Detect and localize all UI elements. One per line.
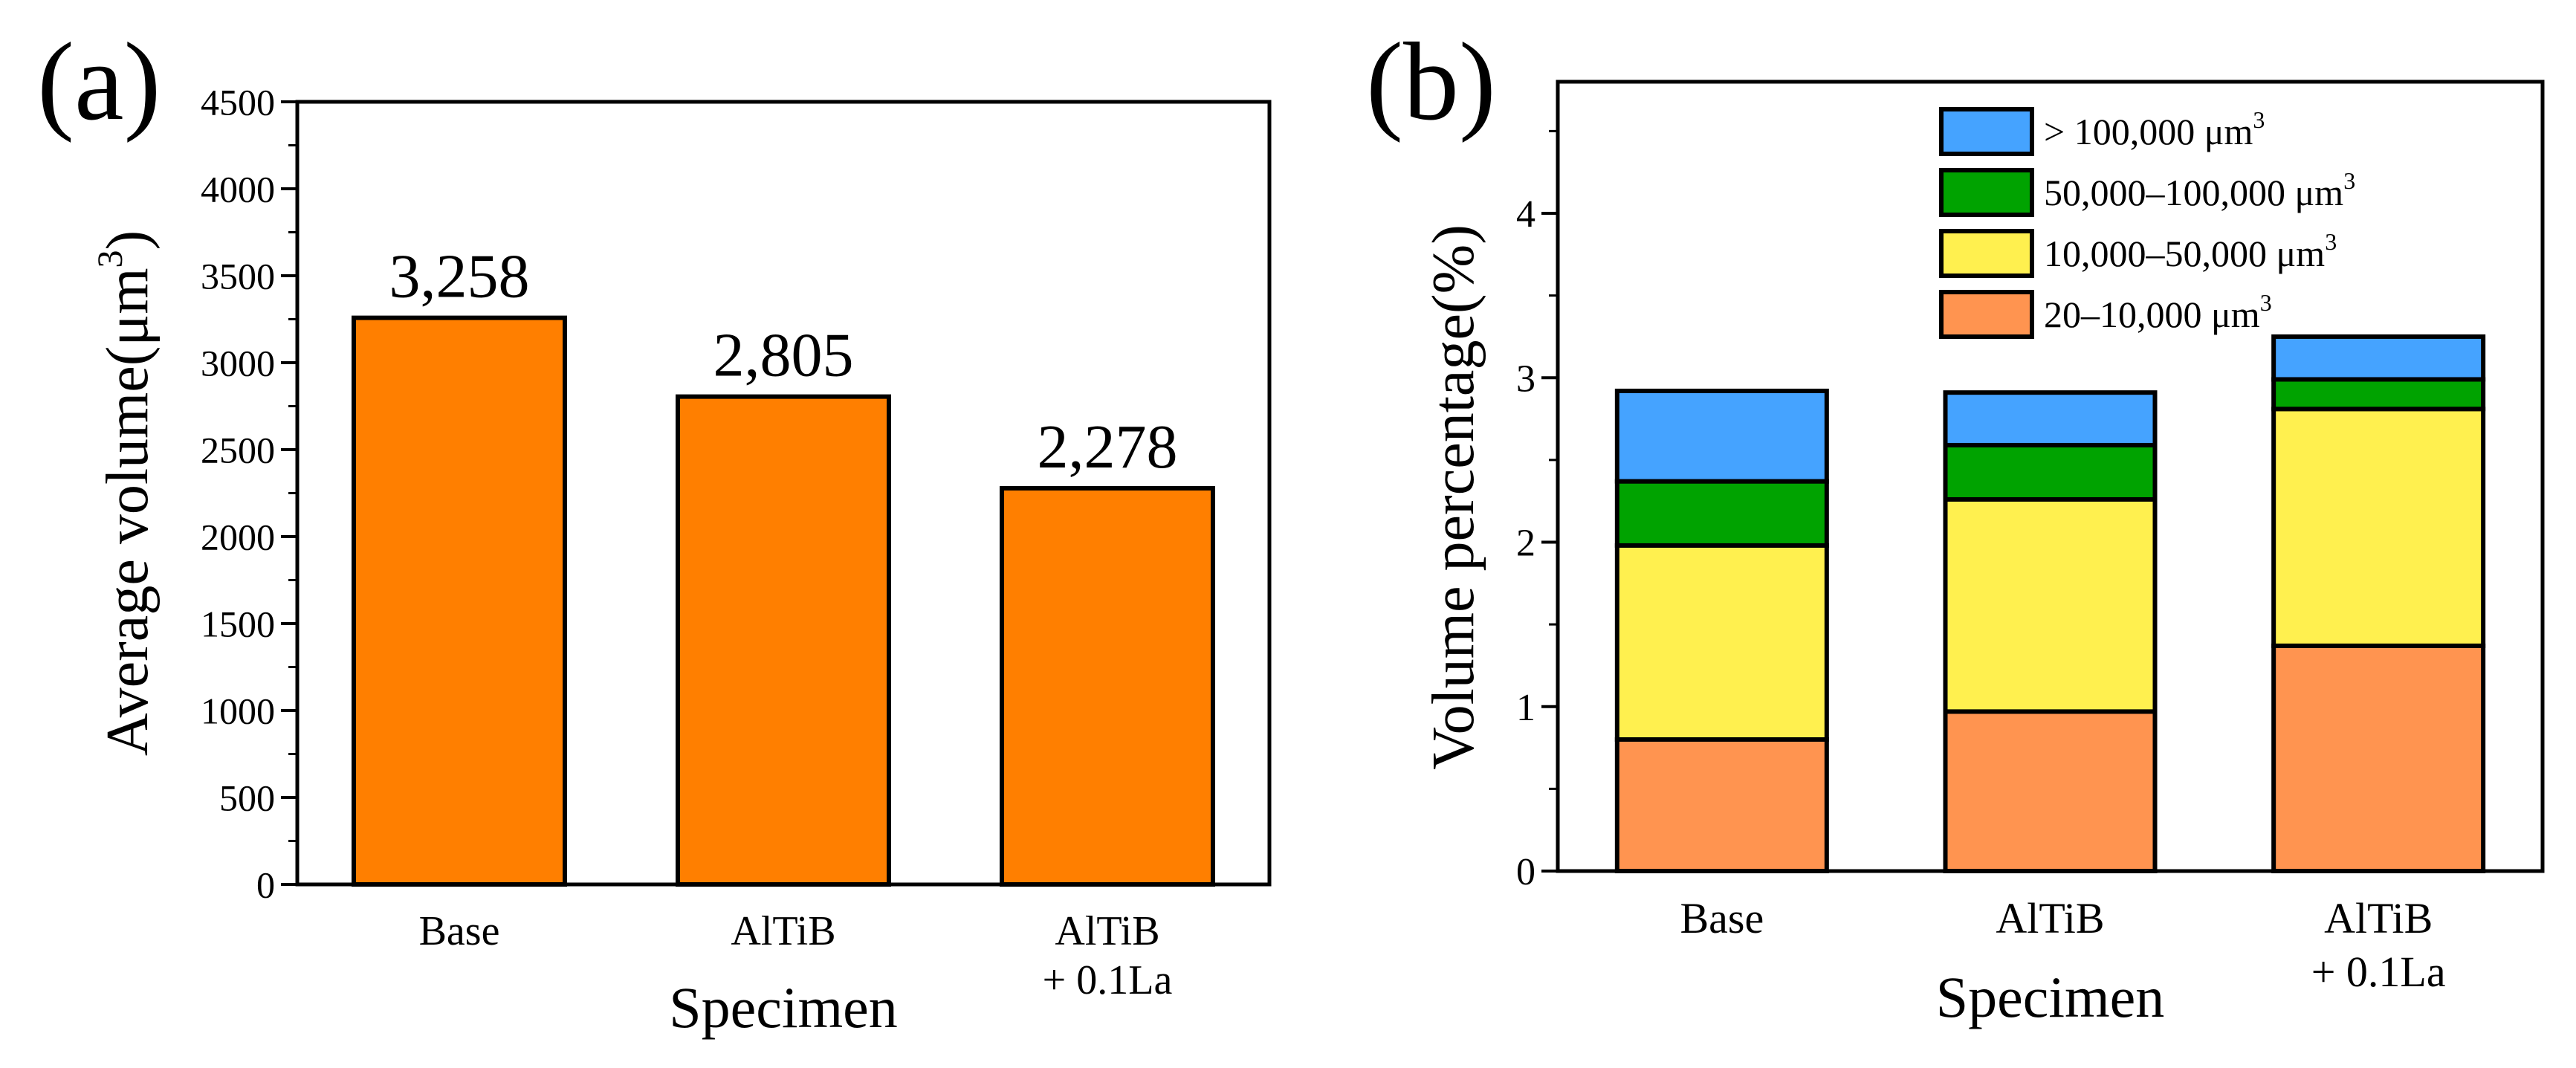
segment-altib-10-000-50-000-m (1943, 496, 2158, 714)
bar-altib (676, 394, 891, 887)
segment-altib-0-1la-20-10-000-m (2271, 643, 2486, 873)
axes-panel-a: 0 500 1000 1500 2000 2500 3000 3500 4000 4500 Base… (201, 82, 1272, 1003)
segment-altib-0-1la-50-000-100-000-m (2271, 377, 2486, 412)
a-y-tick-label: 4000 (201, 169, 275, 210)
panel-label-a: (a) (37, 20, 161, 143)
segment-base-10-000-50-000-m (1614, 543, 1829, 742)
a-y-tick-label: 500 (219, 777, 275, 819)
legend-swatch-20-10-000-m (1939, 290, 2034, 339)
x-tick-label: AlTiB (1996, 894, 2104, 942)
legend-swatch-100-000-m (1939, 107, 2034, 156)
legend-panel-b: > 100,000 μm3 50,000–100,000 μm3 10,000–50… (1939, 106, 2355, 339)
bars-average-volume: 3,258 2,805 2,278 (352, 242, 1215, 887)
data-label-altib: 2,805 (713, 321, 854, 390)
legend-label-20-10-000-m: 20–10,000 μm3 (2044, 289, 2272, 335)
legend-label-10-000-50-000-m: 10,000–50,000 μm3 (2044, 228, 2337, 274)
panel-a-bar-chart: (a) 3,258 2,805 2,278 0 500 1000 1500 2000 2500… (37, 20, 1272, 1040)
segment-base-100-000-m (1614, 388, 1829, 484)
segment-altib-20-10-000-m (1943, 709, 2158, 874)
a-y-tick-label: 0 (256, 864, 275, 906)
a-y-tick-label: 1500 (201, 603, 275, 645)
panel-b-stacked-bar-chart: (b) 0 1 2 3 4 Base AlTiB AlTiB + 0.1La > 100,000… (1366, 20, 2545, 1029)
y-axis-label-a-text: Average volume(μm (95, 268, 161, 756)
bar-altib-0-1la (1000, 485, 1215, 887)
y-axis-label-a-sup: 3 (91, 250, 130, 268)
legend-label-100-000-m: > 100,000 μm3 (2044, 106, 2265, 152)
b-plot-frame (1556, 80, 2545, 873)
a-y-tick-label: 2500 (201, 430, 275, 471)
panel-label-b: (b) (1366, 20, 1496, 143)
b-y-tick-label: 1 (1516, 687, 1535, 729)
legend-label-50-000-100-000-m: 50,000–100,000 μm3 (2044, 167, 2355, 213)
a-y-tick-label: 3500 (201, 256, 275, 297)
x-tick-label: AlTiB (1055, 908, 1159, 954)
legend-swatch-50-000-100-000-m (1939, 168, 2034, 217)
x-tick-label: AlTiB (731, 908, 835, 954)
bar-base (352, 315, 567, 887)
segment-base-20-10-000-m (1614, 737, 1829, 873)
a-y-tick-label: 2000 (201, 517, 275, 558)
x-tick-label: + 0.1La (1043, 957, 1173, 1003)
legend-swatch-10-000-50-000-m (1939, 229, 2034, 278)
b-y-tick-label: 3 (1516, 357, 1535, 400)
b-y-tick-label: 2 (1516, 522, 1535, 565)
y-axis-label-b: Volume percentage(%) (1421, 224, 1486, 770)
x-tick-label: Base (1680, 894, 1764, 942)
segment-altib-50-000-100-000-m (1943, 442, 2158, 502)
a-y-tick-label: 4500 (201, 82, 275, 123)
b-y-tick-label: 4 (1516, 193, 1535, 236)
b-y-tick-label: 0 (1516, 851, 1535, 893)
axes-panel-b: 0 1 2 3 4 Base AlTiB AlTiB + 0.1La (1516, 80, 2545, 996)
y-axis-label-a: Average volume(μm3) (91, 230, 161, 756)
segment-altib-100-000-m (1943, 390, 2158, 447)
a-y-tick-label: 1000 (201, 690, 275, 732)
x-tick-label: + 0.1La (2311, 948, 2446, 996)
segment-altib-0-1la-100-000-m (2271, 334, 2486, 382)
segment-altib-0-1la-10-000-50-000-m (2271, 407, 2486, 648)
data-label-base: 3,258 (389, 242, 530, 311)
data-label-altib-0-1la: 2,278 (1038, 412, 1178, 482)
a-y-tick-label: 3000 (201, 343, 275, 384)
x-axis-label-a: Specimen (669, 975, 898, 1040)
stacked-bars-volume-percentage (1614, 334, 2486, 874)
y-axis-label-a-close: ) (95, 230, 161, 250)
segment-base-50-000-100-000-m (1614, 479, 1829, 548)
x-axis-label-b: Specimen (1936, 965, 2165, 1029)
x-tick-label: Base (419, 908, 500, 954)
x-tick-label: AlTiB (2324, 894, 2433, 942)
